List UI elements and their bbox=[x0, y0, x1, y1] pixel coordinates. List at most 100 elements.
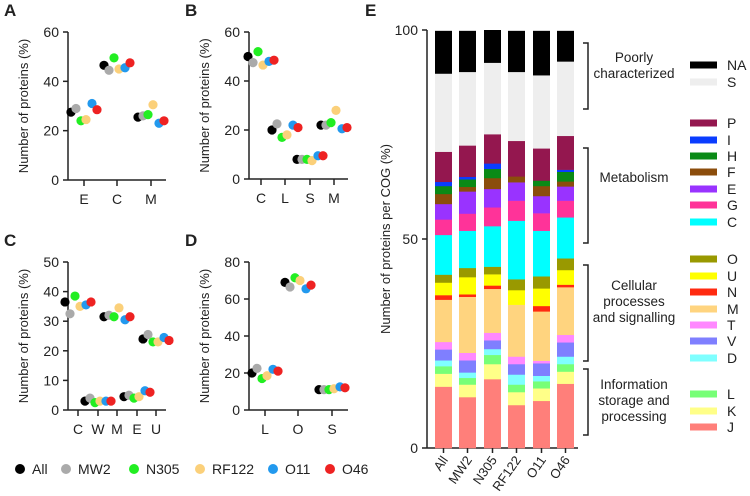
legend-swatch-O bbox=[690, 255, 717, 263]
bar-segment-G bbox=[533, 213, 550, 231]
y-tick-label: 60 bbox=[224, 291, 240, 307]
point-MW2-L bbox=[252, 363, 262, 373]
y-tick-label: 50 bbox=[402, 231, 418, 247]
y-tick-label: 0 bbox=[232, 402, 240, 418]
legend-label-H: H bbox=[727, 148, 737, 164]
point-O46-S bbox=[318, 151, 328, 161]
bar-O46 bbox=[557, 30, 574, 449]
legend-swatch-G bbox=[690, 201, 717, 209]
bar-segment-N bbox=[459, 294, 476, 297]
bar-N305 bbox=[484, 30, 501, 449]
y-tick-label: 40 bbox=[224, 73, 240, 89]
bar-segment-N bbox=[557, 284, 574, 288]
x-tick-label: O11 bbox=[523, 453, 549, 481]
legend-swatch-L bbox=[690, 390, 717, 398]
bar-segment-C bbox=[435, 234, 452, 275]
legend-label-N: N bbox=[727, 284, 737, 300]
bar-segment-V bbox=[508, 363, 525, 375]
legend-marker-N305 bbox=[129, 464, 139, 474]
bar-segment-H bbox=[484, 168, 501, 179]
legend-swatch-E bbox=[690, 185, 717, 193]
legend-swatch-N bbox=[690, 288, 717, 296]
y-tick-label: 100 bbox=[395, 22, 419, 38]
bar-segment-F bbox=[484, 177, 501, 190]
x-tick-label: O bbox=[293, 421, 304, 437]
bar-segment-O bbox=[557, 258, 574, 271]
y-tick-label: 60 bbox=[224, 24, 240, 40]
y-axis-label: Number of proteins (%) bbox=[197, 38, 212, 172]
legend-label-All: All bbox=[32, 461, 48, 477]
bar-segment-U bbox=[508, 289, 525, 305]
bar-segment-T bbox=[459, 352, 476, 361]
point-MW2-U bbox=[143, 329, 153, 340]
x-tick-label: M bbox=[111, 421, 123, 437]
panel-letter: D bbox=[185, 231, 197, 250]
bar-segment-K bbox=[533, 388, 550, 402]
bar-segment-E bbox=[508, 182, 525, 201]
bar-segment-M bbox=[484, 288, 501, 333]
bar-segment-N bbox=[484, 285, 501, 290]
y-tick-label: 20 bbox=[43, 123, 59, 139]
legend-swatch-S bbox=[690, 78, 717, 86]
point-O46-M bbox=[159, 116, 169, 126]
panel-D: D 0 20 40 60 80 Number of proteins (%) L O S bbox=[185, 231, 350, 437]
bar-segment-J bbox=[533, 400, 550, 449]
bar-segment-T bbox=[557, 334, 574, 343]
point-MW2-C bbox=[104, 65, 114, 75]
legend-label-U: U bbox=[727, 268, 737, 284]
bar-segment-L bbox=[435, 366, 452, 374]
point-O46-E bbox=[92, 105, 102, 115]
bar-segment-NA bbox=[459, 30, 476, 73]
point-RF122-L bbox=[262, 371, 272, 381]
bar-segment-V bbox=[435, 349, 452, 361]
x-tick-label: M bbox=[328, 190, 340, 206]
bar-segment-V bbox=[557, 342, 574, 357]
bar-segment-O bbox=[484, 266, 501, 275]
point-RF122-M bbox=[114, 303, 124, 313]
y-tick-label: 20 bbox=[224, 365, 240, 381]
bar-segment-U bbox=[557, 269, 574, 285]
legend-label-T: T bbox=[727, 317, 736, 333]
bar-segment-S bbox=[508, 71, 525, 142]
bar-segment-I bbox=[459, 176, 476, 180]
legend-label-V: V bbox=[727, 333, 737, 349]
y-tick-label: 50 bbox=[43, 254, 59, 270]
bar-segment-F bbox=[459, 186, 476, 192]
point-RF122-L bbox=[282, 130, 292, 140]
point-N305-M bbox=[109, 312, 119, 322]
point-O46-S bbox=[340, 383, 350, 393]
bar-segment-N bbox=[533, 305, 550, 312]
legend-label-O: O bbox=[727, 251, 738, 267]
point-MW2-C bbox=[65, 309, 75, 319]
x-tick-label: M bbox=[145, 191, 157, 207]
point-MW2-L bbox=[272, 119, 282, 129]
y-tick-label: 20 bbox=[224, 122, 240, 138]
bar-segment-T bbox=[484, 332, 501, 341]
y-tick-label: 40 bbox=[43, 73, 59, 89]
bar-segment-S bbox=[484, 62, 501, 135]
y-tick-label: 0 bbox=[410, 440, 418, 456]
bar-segment-J bbox=[459, 397, 476, 449]
legend-label-I: I bbox=[727, 132, 731, 148]
point-O46-M bbox=[342, 122, 352, 133]
point-MW2-E bbox=[71, 103, 81, 114]
bar-segment-E bbox=[484, 188, 501, 208]
point-O46-O bbox=[306, 280, 316, 290]
bar-segment-P bbox=[508, 140, 525, 177]
point-O46-U bbox=[164, 335, 174, 346]
y-tick-label: 80 bbox=[224, 254, 240, 270]
legend-marker-All bbox=[15, 464, 25, 474]
bar-segment-NA bbox=[557, 30, 574, 62]
point-O46-C bbox=[269, 55, 279, 65]
bar-segment-M bbox=[459, 296, 476, 353]
bar-segment-M bbox=[533, 311, 550, 361]
bar-segment-F bbox=[533, 185, 550, 197]
bar-segment-U bbox=[533, 288, 550, 307]
y-tick-label: 0 bbox=[51, 402, 59, 418]
bar-segment-S bbox=[435, 73, 452, 152]
panel-letter: B bbox=[185, 1, 197, 20]
legend-swatch-NA bbox=[690, 61, 717, 69]
x-tick-label: E bbox=[132, 421, 141, 437]
bar-segment-H bbox=[459, 179, 476, 188]
